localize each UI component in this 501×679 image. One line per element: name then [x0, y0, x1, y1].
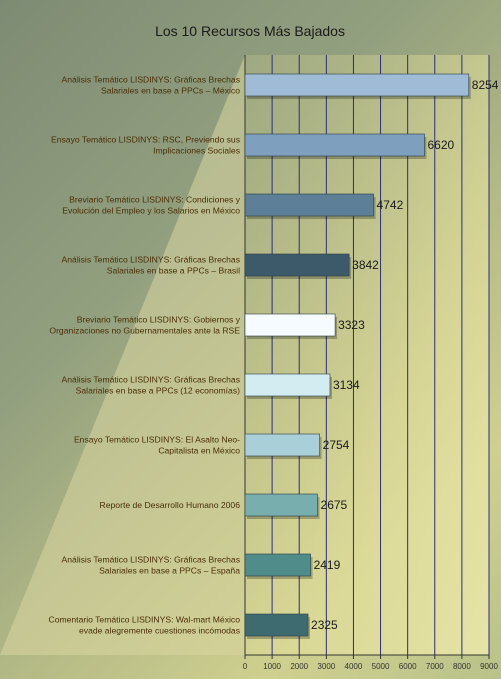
category-label: Capitalista en México — [158, 446, 240, 456]
value-label: 3134 — [333, 378, 360, 392]
value-label: 4742 — [377, 198, 404, 212]
bar — [244, 553, 311, 577]
x-tick-label: 6000 — [399, 662, 417, 671]
category-label: Comentario Temático LISDINYS: Wal-mart M… — [48, 615, 240, 625]
bar — [244, 193, 374, 217]
category-label: Salariales en base a PPCs – España — [99, 566, 240, 576]
value-label: 2675 — [321, 498, 348, 512]
category-label: Análisis Temático LISDINYS: Gráficas Bre… — [62, 375, 240, 385]
x-tick-label: 1000 — [263, 662, 281, 671]
category-label: Ensayo Temático LISDINYS: El Asalto Neo- — [74, 435, 240, 445]
category-label: Análisis Temático LISDINYS: Gráficas Bre… — [62, 75, 240, 85]
value-label: 6620 — [427, 138, 454, 152]
category-label: Salariales en base a PPCs – México — [101, 86, 240, 96]
category-label: Breviario Temático LISDINYS: Gobiernos y — [77, 315, 241, 325]
bar — [244, 253, 350, 277]
bar — [244, 133, 425, 157]
plot-area: 0 1000 2000 3000 4000 5000 6000 7000 8000 9000 825… — [48, 55, 499, 671]
category-label: Implicaciones Sociales — [153, 146, 240, 156]
category-label: Análisis Temático LISDINYS: Gráficas Bre… — [62, 255, 240, 265]
value-label: 3323 — [338, 318, 365, 332]
category-label: Organizaciones no Gubernamentales ante l… — [49, 326, 240, 336]
value-label: 2419 — [314, 558, 341, 572]
x-tick-label: 4000 — [345, 662, 363, 671]
category-label: Breviario Temático LISDINYS: Condiciones… — [69, 195, 241, 205]
bar — [244, 433, 320, 457]
x-tick-label: 7000 — [426, 662, 444, 671]
category-label: evade alegremente cuestiones incómodas — [79, 626, 240, 636]
bar — [244, 373, 331, 397]
x-tick-label: 5000 — [372, 662, 390, 671]
category-label: Ensayo Temático LISDINYS: RSC, Previendo… — [51, 135, 240, 145]
category-label: Salariales en base a PPCs – Brasil — [107, 266, 240, 276]
bar — [244, 313, 336, 337]
category-label: Análisis Temático LISDINYS: Gráficas Bre… — [62, 555, 240, 565]
category-label: Reporte de Desarrollo Humano 2006 — [100, 500, 241, 510]
category-label: Salariales en base a PPCs (12 economías) — [76, 386, 240, 396]
x-tick-label: 8000 — [453, 662, 471, 671]
x-tick-label: 9000 — [480, 662, 498, 671]
bar — [244, 73, 470, 97]
x-tick-label: 2000 — [290, 662, 308, 671]
value-label: 3842 — [352, 258, 379, 272]
value-label: 8254 — [472, 78, 499, 92]
bar — [244, 493, 318, 517]
category-label: Evolución del Empleo y los Salarios en M… — [62, 206, 240, 216]
value-label: 2325 — [311, 618, 338, 632]
x-tick-label: 0 — [243, 662, 248, 671]
x-tick-label: 3000 — [317, 662, 335, 671]
chart-title: Los 10 Recursos Más Bajados — [155, 23, 345, 39]
value-label: 2754 — [323, 438, 350, 452]
background-wedge — [0, 55, 245, 655]
bar — [244, 613, 309, 637]
